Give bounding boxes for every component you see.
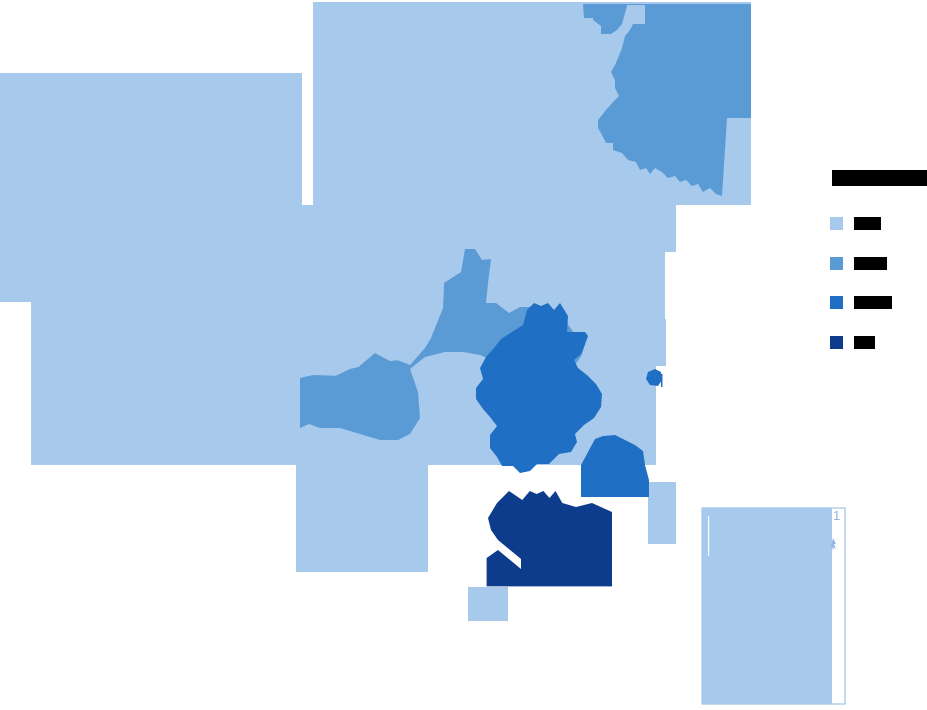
svg-text:1: 1 xyxy=(833,508,840,523)
